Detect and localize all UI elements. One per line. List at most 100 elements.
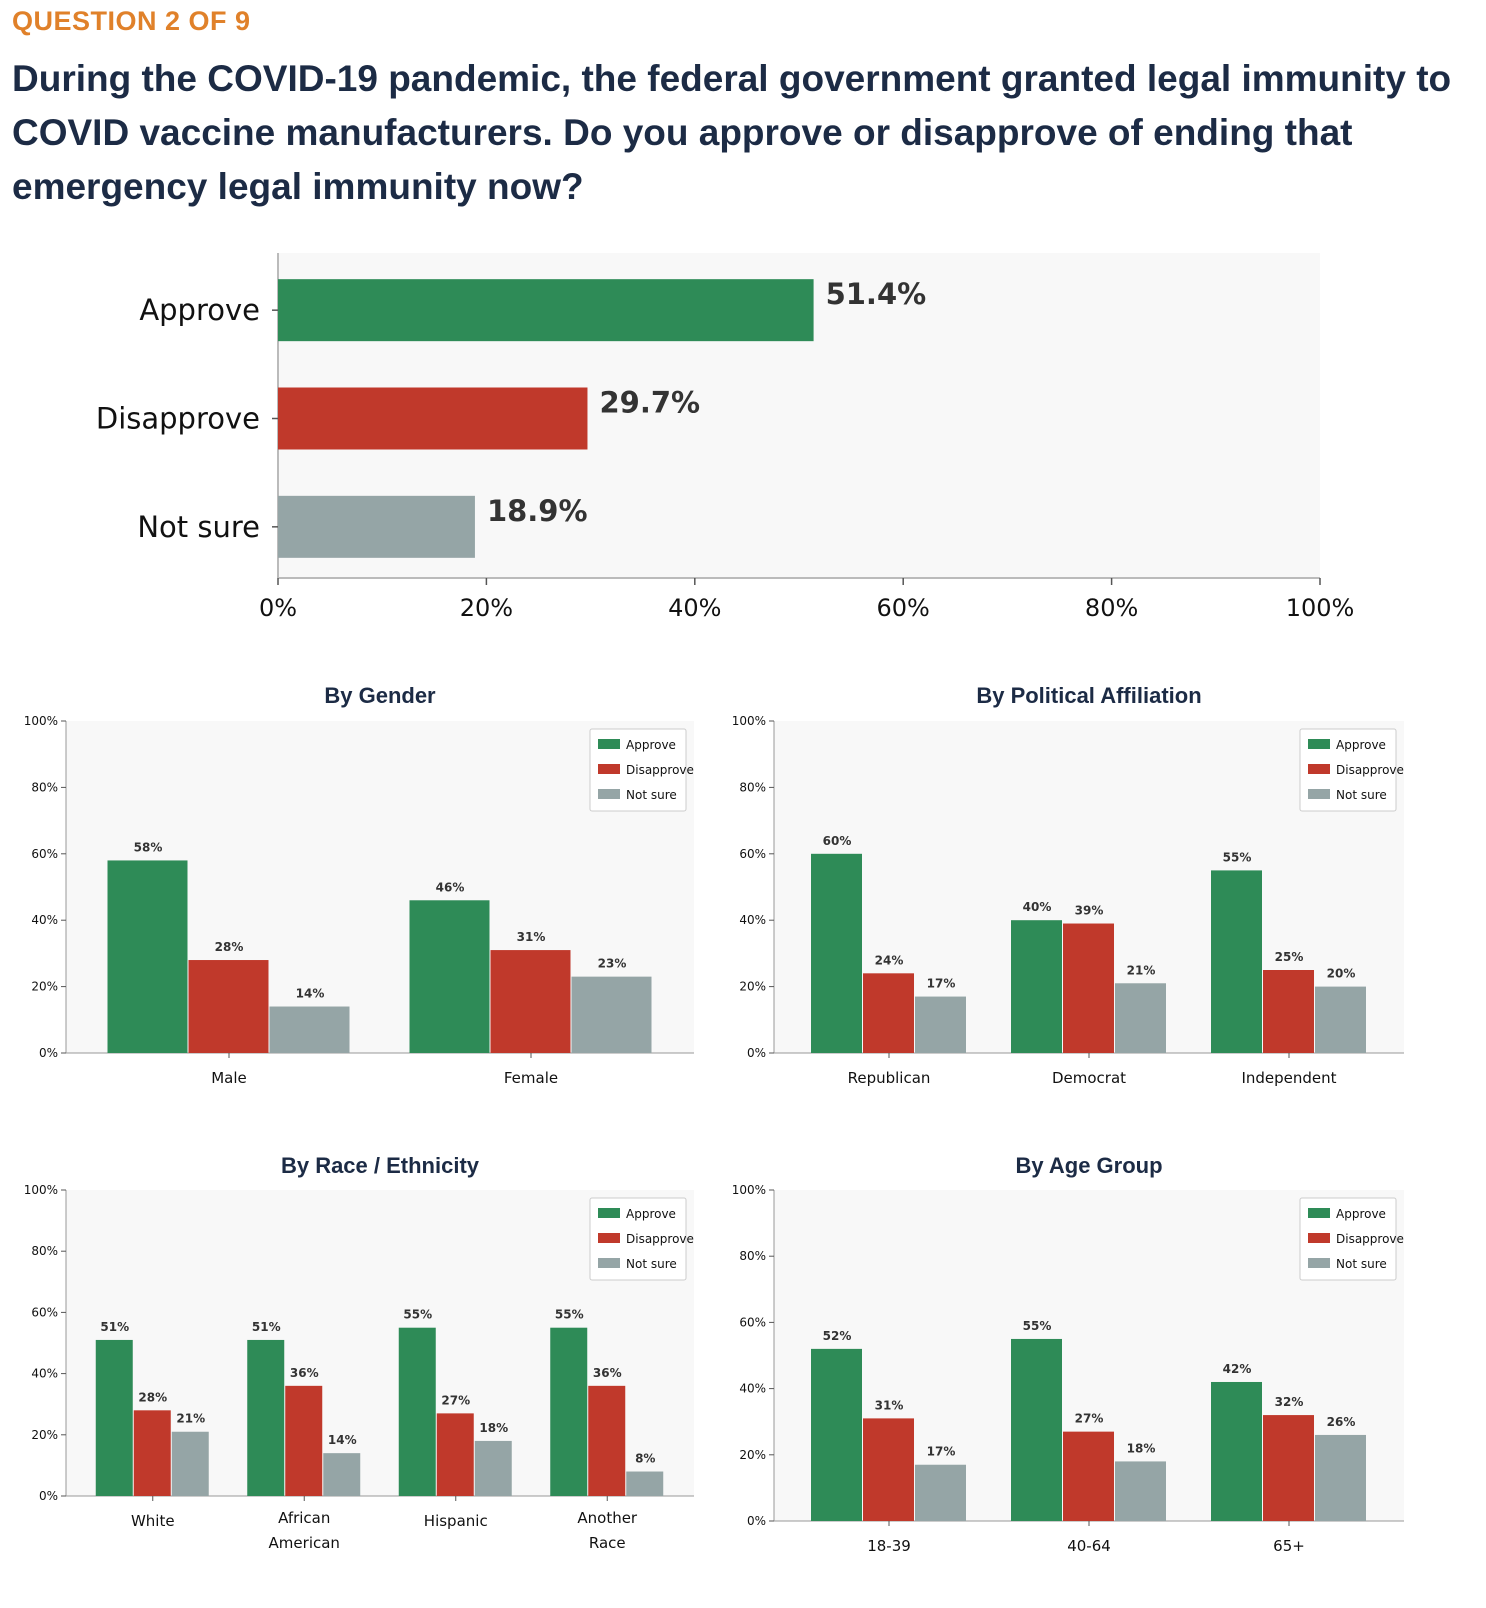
value-label-approve: 51.4% [826, 277, 927, 311]
y-tick-label: 40% [31, 913, 58, 927]
data-label-democrat-approve: 40% [1023, 900, 1052, 914]
x-tick-label-african-american-line2: American [269, 1534, 340, 1552]
x-tick-label-another-race-line2: Race [589, 1534, 626, 1552]
y-tick-label: 60% [31, 847, 58, 861]
x-tick-label: 40% [668, 594, 721, 622]
data-label-independent-not-sure: 20% [1327, 967, 1356, 981]
bar-independent-not-sure [1315, 986, 1366, 1053]
legend-swatch-not-sure [598, 1258, 620, 1268]
bar-another-race-approve [550, 1327, 588, 1496]
data-label-white-not-sure: 21% [176, 1412, 205, 1426]
legend-label-approve: Approve [1336, 738, 1386, 752]
y-tick-label: 0% [747, 1046, 766, 1060]
bar-republican-not-sure [915, 996, 966, 1053]
chart-title: By Political Affiliation [976, 683, 1201, 708]
x-tick-label-independent: Independent [1241, 1069, 1336, 1087]
legend-swatch-approve [1308, 1208, 1330, 1218]
data-label-another-race-disapprove: 36% [593, 1366, 622, 1380]
legend-swatch-disapprove [598, 764, 620, 774]
data-label-independent-disapprove: 25% [1275, 950, 1304, 964]
x-tick-label: 20% [460, 594, 513, 622]
legend-swatch-disapprove [1308, 764, 1330, 774]
y-tick-label: 40% [739, 913, 766, 927]
x-tick-label-male: Male [211, 1069, 247, 1087]
data-label-65-not-sure: 26% [1327, 1415, 1356, 1429]
y-tick-label: 80% [31, 780, 58, 794]
overall-results-chart: Approve 51.4% Disapprove 29.7% Not sure 18.9%… [96, 253, 1355, 622]
x-tick-label-18-39: 18-39 [867, 1537, 911, 1555]
bar-hispanic-not-sure [474, 1440, 512, 1496]
data-label-republican-disapprove: 24% [875, 953, 904, 967]
data-label-hispanic-not-sure: 18% [479, 1421, 508, 1435]
y-tick-label: 40% [739, 1382, 766, 1396]
data-label-female-disapprove: 31% [517, 930, 546, 944]
bar-african-american-disapprove [285, 1385, 323, 1496]
value-label-disapprove: 29.7% [599, 386, 700, 420]
bar-male-disapprove [188, 960, 269, 1053]
bar-african-american-approve [247, 1339, 285, 1496]
bar-african-american-not-sure [323, 1453, 361, 1496]
legend-label-disapprove: Disapprove [626, 763, 694, 777]
bar-male-approve [107, 860, 188, 1053]
bar-female-disapprove [490, 950, 571, 1053]
data-label-hispanic-approve: 55% [403, 1308, 432, 1322]
legend-swatch-disapprove [1308, 1233, 1330, 1243]
bar-white-disapprove [133, 1410, 171, 1496]
bar-another-race-disapprove [588, 1385, 626, 1496]
y-tick-label: 40% [31, 1367, 58, 1381]
legend-swatch-not-sure [1308, 1258, 1330, 1268]
category-label-disapprove: Disapprove [96, 402, 260, 436]
bar-hispanic-disapprove [436, 1413, 474, 1496]
data-label-african-american-not-sure: 14% [328, 1433, 357, 1447]
y-tick-label: 80% [739, 1249, 766, 1263]
x-tick-label-65: 65+ [1273, 1537, 1305, 1555]
bar-hispanic-approve [398, 1327, 436, 1496]
bar-40-64-approve [1011, 1338, 1062, 1521]
bar-40-64-not-sure [1115, 1461, 1166, 1521]
x-tick-label: 0% [259, 594, 297, 622]
data-label-republican-not-sure: 17% [927, 977, 956, 991]
bar-white-not-sure [171, 1431, 209, 1496]
data-label-democrat-disapprove: 39% [1075, 904, 1104, 918]
data-label-hispanic-disapprove: 27% [441, 1393, 470, 1407]
x-tick-label: 80% [1085, 594, 1138, 622]
political-affiliation-chart: By Political Affiliation 0% 20% 40% 60% 80% 10… [732, 683, 1404, 1087]
x-tick-label-hispanic: Hispanic [424, 1512, 488, 1530]
bar-independent-approve [1211, 870, 1262, 1053]
question-text: During the COVID-19 pandemic, the federa… [12, 58, 1452, 207]
bar-independent-disapprove [1263, 970, 1314, 1053]
y-tick-label: 20% [31, 980, 58, 994]
x-tick-label: 100% [1286, 594, 1355, 622]
bar-18-39-disapprove [863, 1418, 914, 1521]
chart-title: By Gender [324, 683, 436, 708]
data-label-independent-approve: 55% [1223, 850, 1252, 864]
value-label-not-sure: 18.9% [487, 494, 588, 528]
data-label-another-race-approve: 55% [555, 1308, 584, 1322]
bar-democrat-approve [1011, 920, 1062, 1053]
x-tick-label: 60% [877, 594, 930, 622]
data-label-african-american-disapprove: 36% [290, 1366, 319, 1380]
legend-swatch-not-sure [1308, 789, 1330, 799]
legend-label-not-sure: Not sure [1336, 1257, 1387, 1271]
y-tick-label: 60% [739, 847, 766, 861]
y-tick-label: 0% [39, 1046, 58, 1060]
x-tick-label-african-american-line1: African [278, 1509, 330, 1527]
bar-65-approve [1211, 1381, 1262, 1521]
x-tick-label-40-64: 40-64 [1067, 1537, 1111, 1555]
legend-label-not-sure: Not sure [626, 1257, 677, 1271]
bar-female-approve [409, 900, 490, 1053]
y-tick-label: 0% [39, 1489, 58, 1503]
data-label-65-disapprove: 32% [1275, 1395, 1304, 1409]
bar-republican-disapprove [863, 973, 914, 1053]
bar-male-not-sure [269, 1006, 350, 1053]
gender-chart: By Gender 0% 20% 40% 60% 80% 100% 58% 28% 14% Male… [24, 683, 694, 1087]
data-label-18-39-not-sure: 17% [927, 1445, 956, 1459]
y-tick-label: 20% [739, 1448, 766, 1462]
chart-title: By Race / Ethnicity [281, 1153, 480, 1178]
legend-label-disapprove: Disapprove [1336, 1232, 1404, 1246]
category-label-not-sure: Not sure [137, 510, 260, 544]
y-tick-label: 60% [739, 1315, 766, 1329]
data-label-republican-approve: 60% [823, 834, 852, 848]
legend-swatch-not-sure [598, 789, 620, 799]
y-tick-label: 80% [31, 1244, 58, 1258]
